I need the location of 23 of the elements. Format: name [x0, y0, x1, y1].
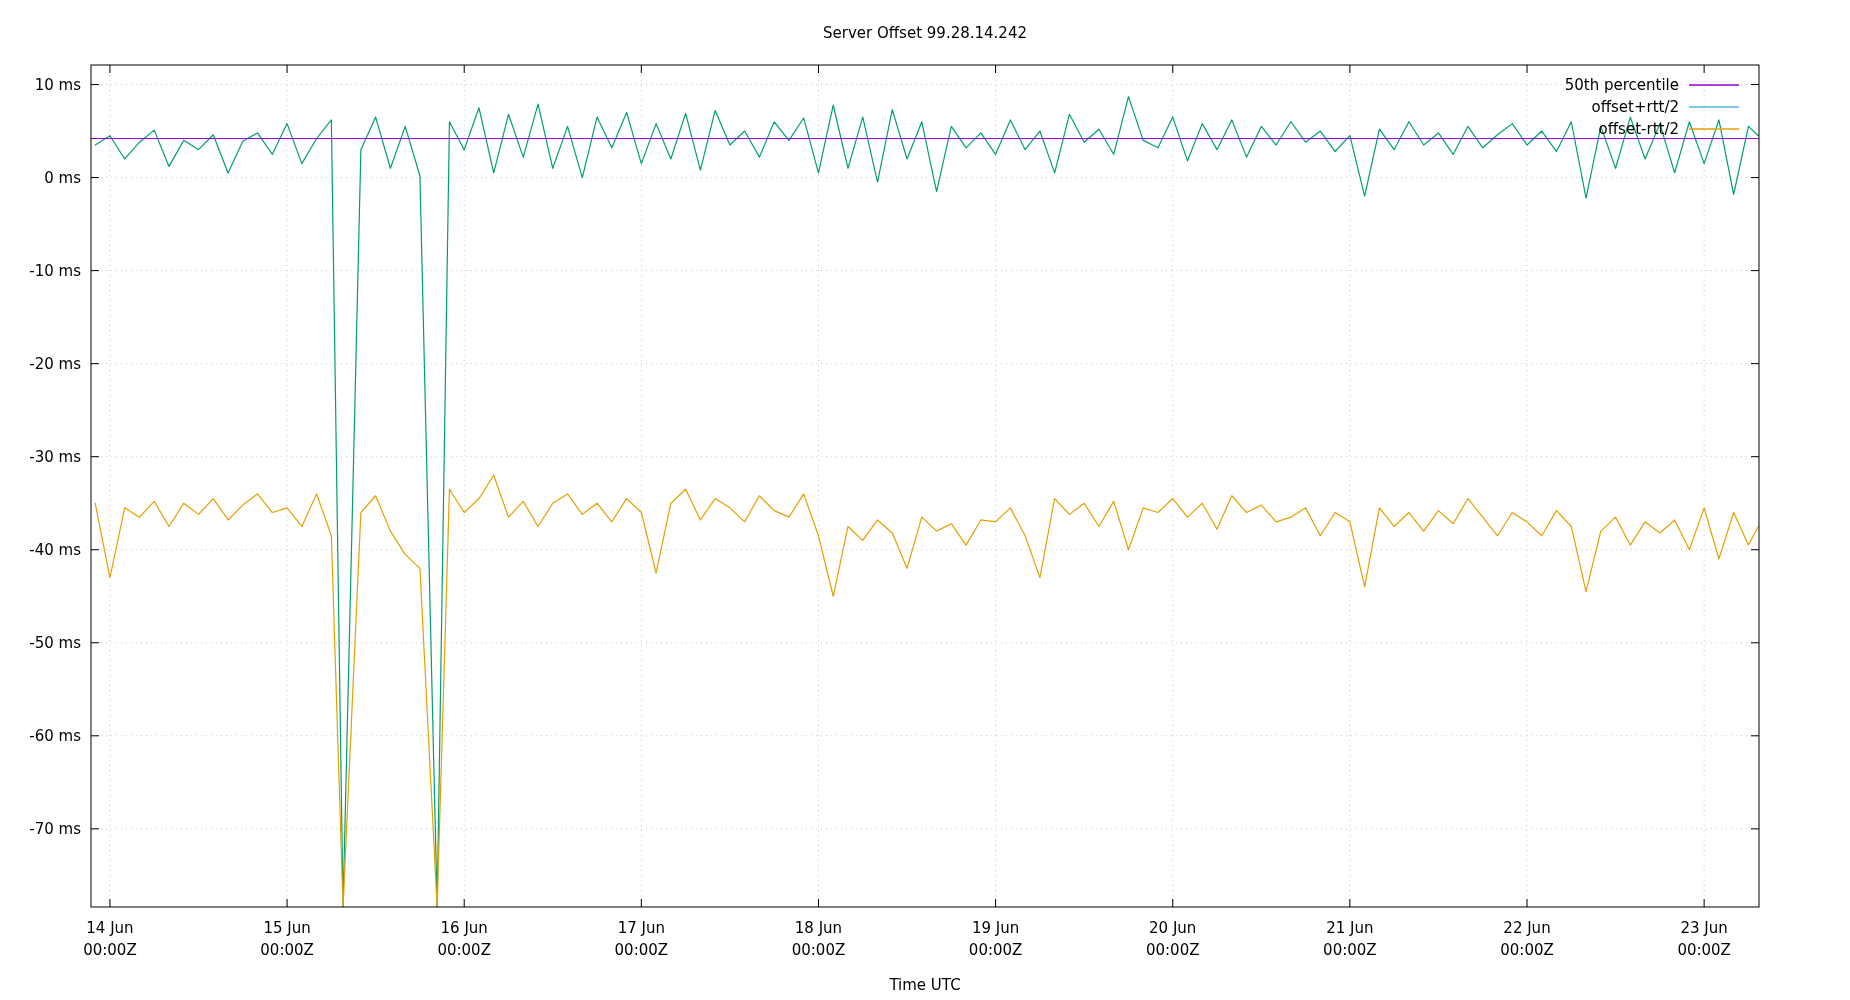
y-tick-label: -70 ms	[29, 820, 82, 839]
y-tick-label: -50 ms	[29, 634, 82, 653]
y-tick-label: -60 ms	[29, 727, 82, 746]
y-tick-label: -10 ms	[29, 261, 82, 280]
x-tick-label: 22 Jun 00:00Z	[1500, 919, 1554, 959]
legend-label: offset+rtt/2	[1591, 98, 1679, 117]
x-tick-label: 15 Jun 00:00Z	[260, 919, 314, 959]
x-tick-label: 18 Jun 00:00Z	[791, 919, 846, 959]
y-tick-label: 0 ms	[44, 168, 82, 187]
x-tick-label: 17 Jun 00:00Z	[614, 919, 669, 959]
y-tick-label: -20 ms	[29, 354, 82, 373]
y-tick-label: -30 ms	[29, 447, 82, 466]
y-tick-label: 10 ms	[34, 75, 82, 94]
x-tick-label: 20 Jun 00:00Z	[1145, 919, 1200, 959]
legend-label: 50th percentile	[1564, 76, 1679, 95]
x-tick-label: 16 Jun 00:00Z	[437, 919, 491, 959]
x-tick-label: 19 Jun 00:00Z	[968, 919, 1023, 959]
y-tick-label: -40 ms	[29, 540, 82, 559]
x-axis-title: Time UTC	[888, 976, 961, 994]
x-tick-label: 23 Jun 00:00Z	[1677, 919, 1731, 959]
chart-title: Server Offset 99.28.14.242	[823, 24, 1027, 42]
x-tick-label: 21 Jun 00:00Z	[1323, 919, 1377, 959]
x-tick-label: 14 Jun 00:00Z	[83, 919, 137, 959]
